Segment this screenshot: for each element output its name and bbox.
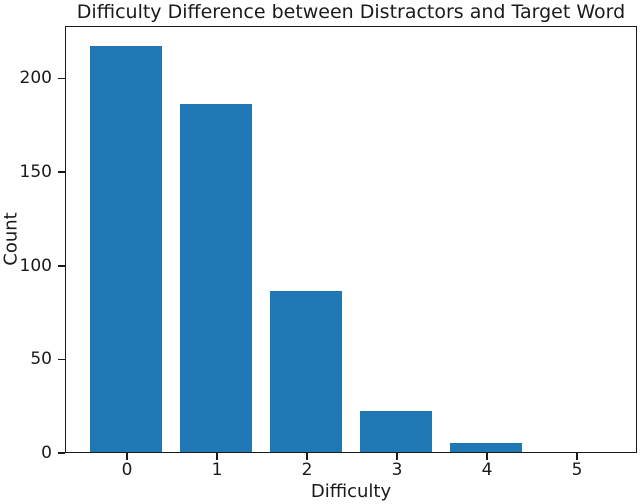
y-tick-label: 0 xyxy=(41,443,52,463)
y-tick-mark xyxy=(58,77,65,80)
x-tick-mark xyxy=(576,453,578,460)
chart-title: Difficulty Difference between Distractor… xyxy=(76,1,626,23)
bars-layer xyxy=(66,27,636,452)
x-tick-label: 2 xyxy=(301,460,313,480)
bar-category-0 xyxy=(90,45,163,452)
plot-area xyxy=(65,26,637,453)
x-tick-label: 1 xyxy=(211,460,223,480)
x-tick-label: 5 xyxy=(571,460,583,480)
x-axis-label: Difficulty xyxy=(310,481,392,502)
x-tick-mark xyxy=(306,453,308,460)
x-tick-mark xyxy=(396,453,398,460)
x-tick-label: 4 xyxy=(481,460,493,480)
bar-category-2 xyxy=(270,290,343,452)
bar-category-3 xyxy=(360,410,433,452)
y-tick-label: 100 xyxy=(19,255,52,276)
x-tick-mark xyxy=(126,453,128,460)
y-tick-mark xyxy=(58,264,65,267)
x-tick-mark xyxy=(216,453,218,460)
y-tick-mark xyxy=(58,358,65,361)
x-tick-mark xyxy=(486,453,488,460)
bar-category-4 xyxy=(450,442,523,452)
y-tick-mark xyxy=(58,171,65,173)
x-tick-label: 3 xyxy=(391,460,403,480)
y-tick-label: 150 xyxy=(19,162,52,183)
y-tick-label: 200 xyxy=(19,68,52,89)
x-tick-label: 0 xyxy=(121,460,133,480)
bar-category-1 xyxy=(180,103,253,452)
y-tick-mark xyxy=(58,452,65,454)
y-tick-label: 50 xyxy=(30,349,52,370)
